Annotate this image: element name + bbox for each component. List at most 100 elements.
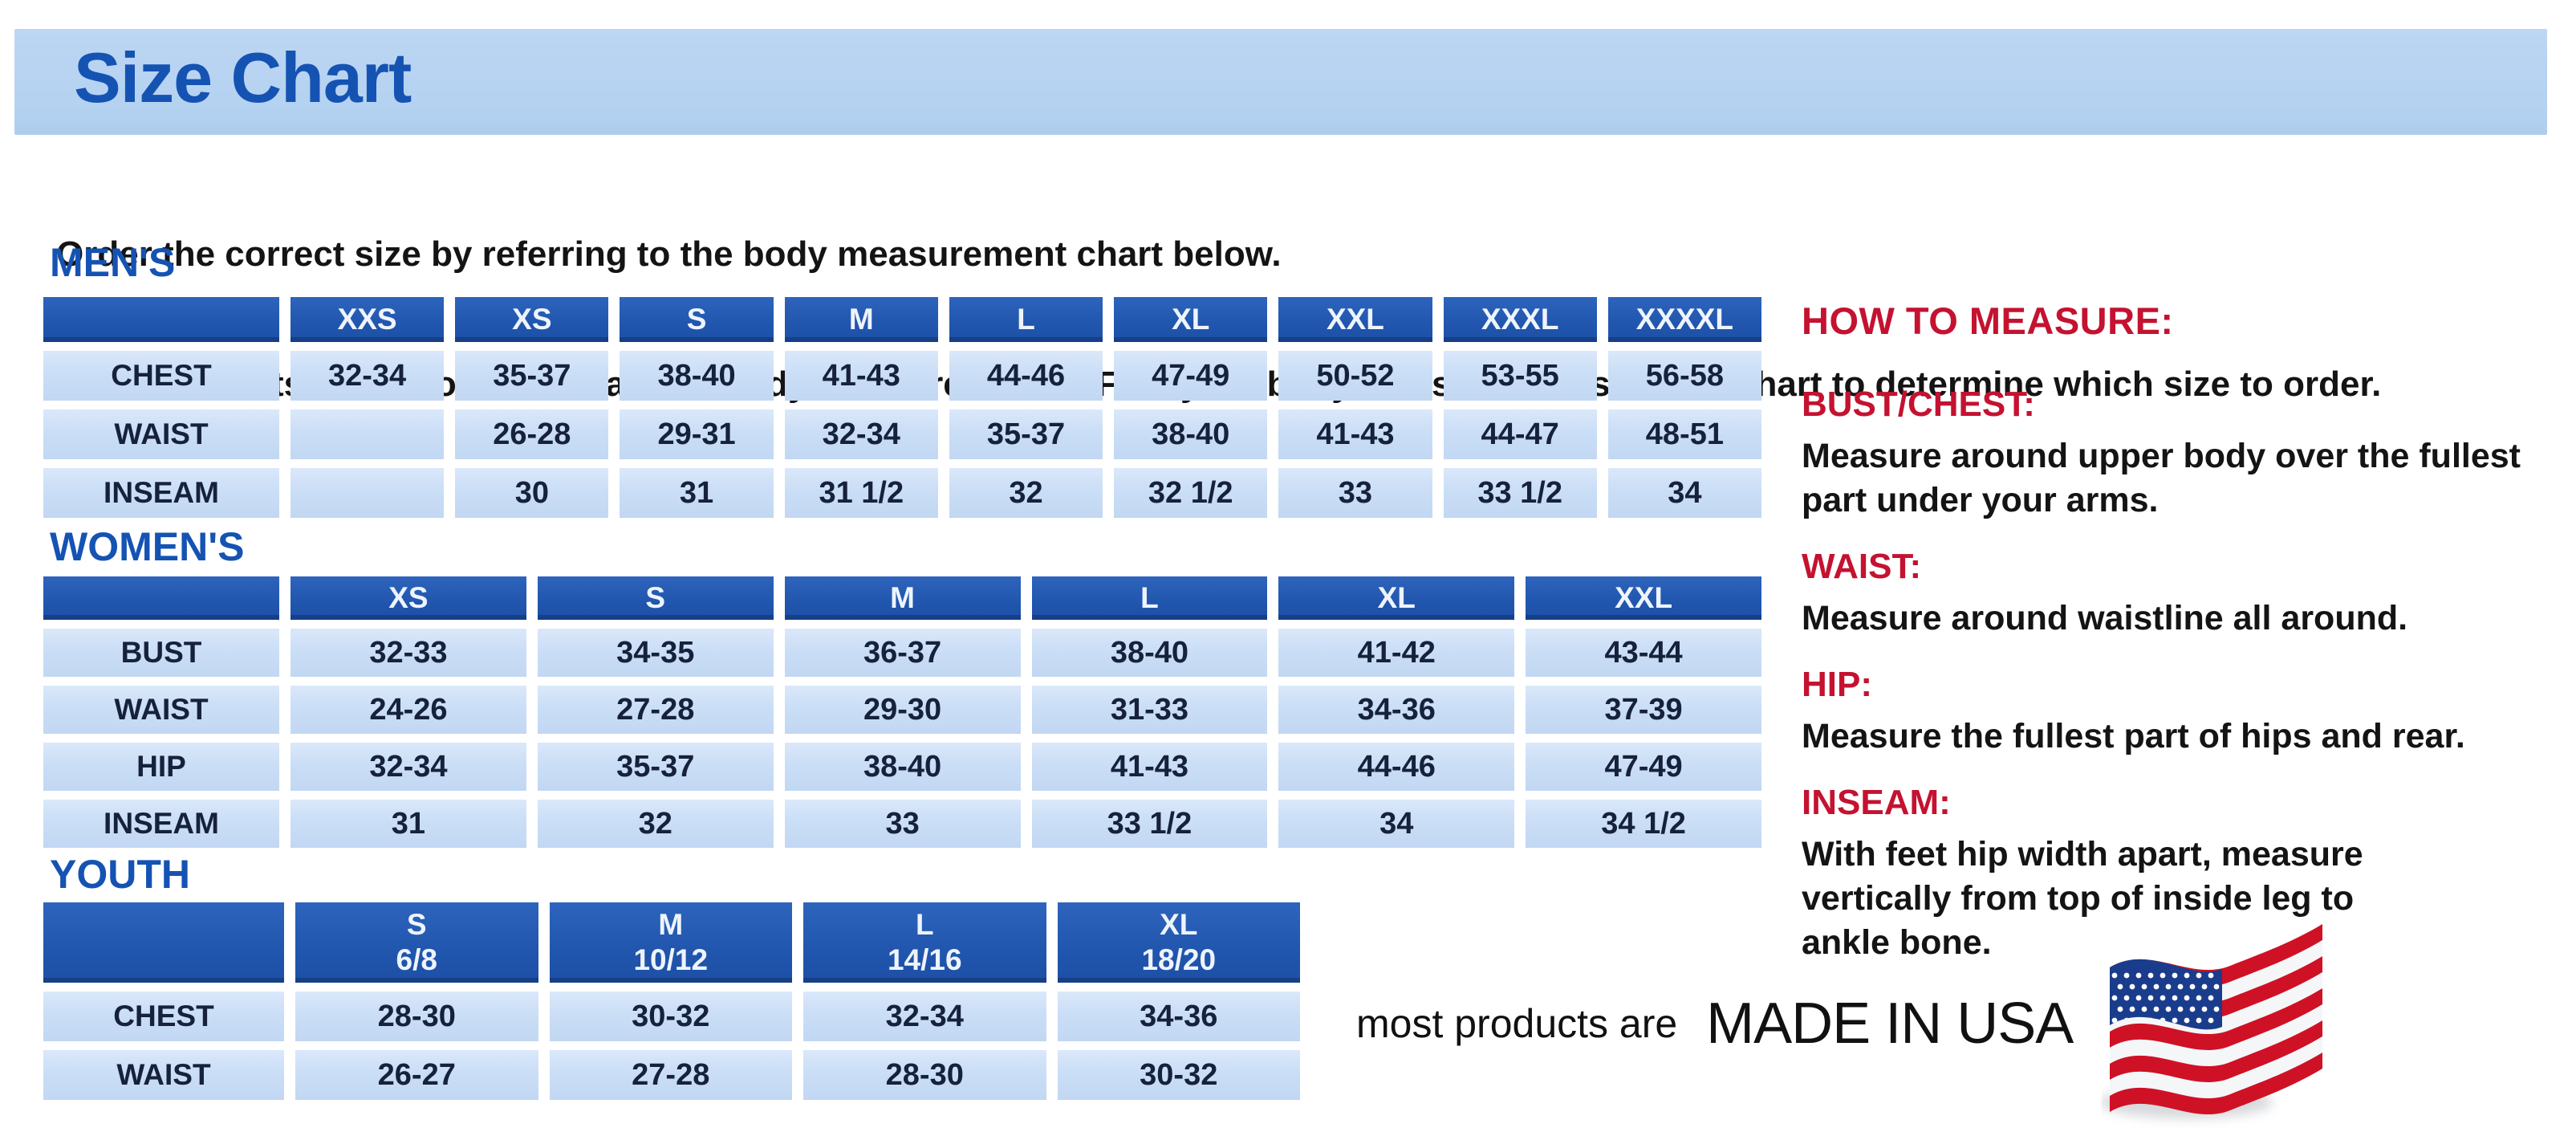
row-label-cell: CHEST (43, 351, 279, 401)
corner-header-cell (43, 576, 279, 620)
how-to-measure-panel: HOW TO MEASURE: BUST/CHEST: Measure arou… (1802, 299, 2524, 989)
value-cell: 48-51 (1607, 409, 1761, 459)
value-cell: 32-34 (291, 743, 526, 791)
page-title: Size Chart (74, 38, 412, 117)
value-cell: 35-37 (455, 351, 609, 401)
measure-text-inseam: With feet hip width apart, measure verti… (1802, 835, 2363, 962)
row-label-cell: BUST (43, 629, 279, 677)
value-cell: 33 (784, 800, 1021, 848)
measure-label-hip: HIP: (1802, 665, 1872, 704)
value-cell: 32 (537, 800, 774, 848)
size-header-cell: L (949, 297, 1103, 342)
how-to-measure-title: HOW TO MEASURE: (1802, 299, 2174, 342)
value-cell (291, 468, 445, 518)
value-cell: 30-32 (1057, 1050, 1300, 1100)
size-header-cell: XL (1278, 576, 1515, 620)
value-cell: 53-55 (1443, 351, 1597, 401)
value-cell: 56-58 (1607, 351, 1761, 401)
value-cell: 34 (1278, 800, 1515, 848)
value-cell: 34 1/2 (1526, 800, 1761, 848)
value-cell: 38-40 (1031, 629, 1268, 677)
size-header-cell: XXS (291, 297, 445, 342)
row-label-cell: INSEAM (43, 468, 279, 518)
size-header-cell: S (537, 576, 774, 620)
value-cell: 32 (949, 468, 1103, 518)
value-cell: 33 1/2 (1443, 468, 1597, 518)
womens-size-table: XS S M L XL XXL BUST 32-33 34-35 36-37 38-40 41-42 4… (43, 576, 1761, 848)
section-label-mens: MEN'S (50, 240, 176, 285)
section-label-womens: WOMEN'S (50, 524, 245, 569)
measure-text-bust-chest: Measure around upper body over the fulle… (1802, 437, 2521, 519)
value-cell: 33 (1278, 468, 1432, 518)
size-header-cell: M (784, 297, 938, 342)
value-cell: 27-28 (549, 1050, 792, 1100)
measure-text-waist: Measure around waistline all around. (1802, 599, 2408, 637)
size-header-cell: L (1031, 576, 1268, 620)
value-cell: 34 (1607, 468, 1761, 518)
measure-label-waist: WAIST: (1802, 547, 1922, 586)
value-cell: 28-30 (295, 992, 538, 1041)
value-cell: 32-33 (291, 629, 526, 677)
size-header-cell: XL (1114, 297, 1268, 342)
value-cell: 36-37 (784, 629, 1021, 677)
value-cell: 38-40 (1114, 409, 1268, 459)
made-in-usa-line: most products are MADE IN USA (1356, 923, 2342, 1124)
size-header-cell: XXL (1278, 297, 1432, 342)
value-cell: 30-32 (549, 992, 792, 1041)
row-label-cell: HIP (43, 743, 279, 791)
youth-size-table: S 6/8 M 10/12 L 14/16 XL 18/20 CHEST 28-30 30-32 32… (43, 902, 1300, 1100)
size-header-cell: M (784, 576, 1021, 620)
intro-line-1: Order the correct size by referring to t… (56, 234, 1282, 274)
value-cell: 30 (455, 468, 609, 518)
value-cell: 31 (291, 800, 526, 848)
value-cell: 38-40 (620, 351, 774, 401)
size-header-cell: XXXL (1443, 297, 1597, 342)
value-cell: 31-33 (1031, 686, 1268, 734)
us-flag-icon (2099, 919, 2342, 1128)
value-cell: 38-40 (784, 743, 1021, 791)
value-cell: 32-34 (784, 409, 938, 459)
size-header-cell: XL 18/20 (1057, 902, 1300, 983)
corner-header-cell (43, 902, 284, 983)
corner-header-cell (43, 297, 279, 342)
value-cell: 43-44 (1526, 629, 1761, 677)
value-cell: 34-35 (537, 629, 774, 677)
row-label-cell: CHEST (43, 992, 284, 1041)
value-cell: 26-27 (295, 1050, 538, 1100)
value-cell: 31 (620, 468, 774, 518)
value-cell: 44-46 (949, 351, 1103, 401)
made-in-usa-prefix: most products are (1356, 1001, 1678, 1046)
value-cell: 31 1/2 (784, 468, 938, 518)
value-cell: 35-37 (537, 743, 774, 791)
value-cell: 41-43 (784, 351, 938, 401)
measure-label-bust-chest: BUST/CHEST: (1802, 385, 2035, 424)
size-header-cell: S 6/8 (295, 902, 538, 983)
value-cell: 47-49 (1526, 743, 1761, 791)
measure-label-inseam: INSEAM: (1802, 783, 1951, 822)
row-label-cell: INSEAM (43, 800, 279, 848)
size-header-cell: S (620, 297, 774, 342)
value-cell: 41-43 (1031, 743, 1268, 791)
value-cell (291, 409, 445, 459)
value-cell: 32-34 (291, 351, 445, 401)
value-cell: 41-42 (1278, 629, 1515, 677)
value-cell: 27-28 (537, 686, 774, 734)
row-label-cell: WAIST (43, 1050, 284, 1100)
size-header-cell: XXL (1526, 576, 1761, 620)
size-header-cell: M 10/12 (549, 902, 792, 983)
mens-size-table: XXS XS S M L XL XXL XXXL XXXXL CHEST 32-34 35-37 38-… (43, 297, 1761, 518)
measure-text-hip: Measure the fullest part of hips and rea… (1802, 717, 2465, 755)
value-cell: 44-46 (1278, 743, 1515, 791)
row-label-cell: WAIST (43, 686, 279, 734)
value-cell: 29-31 (620, 409, 774, 459)
made-in-usa-emphasis: MADE IN USA (1706, 992, 2074, 1056)
value-cell: 26-28 (455, 409, 609, 459)
value-cell: 32 1/2 (1114, 468, 1268, 518)
value-cell: 44-47 (1443, 409, 1597, 459)
value-cell: 50-52 (1278, 351, 1432, 401)
value-cell: 35-37 (949, 409, 1103, 459)
value-cell: 29-30 (784, 686, 1021, 734)
size-header-cell: L 14/16 (803, 902, 1046, 983)
value-cell: 33 1/2 (1031, 800, 1268, 848)
size-header-cell: XXXXL (1607, 297, 1761, 342)
